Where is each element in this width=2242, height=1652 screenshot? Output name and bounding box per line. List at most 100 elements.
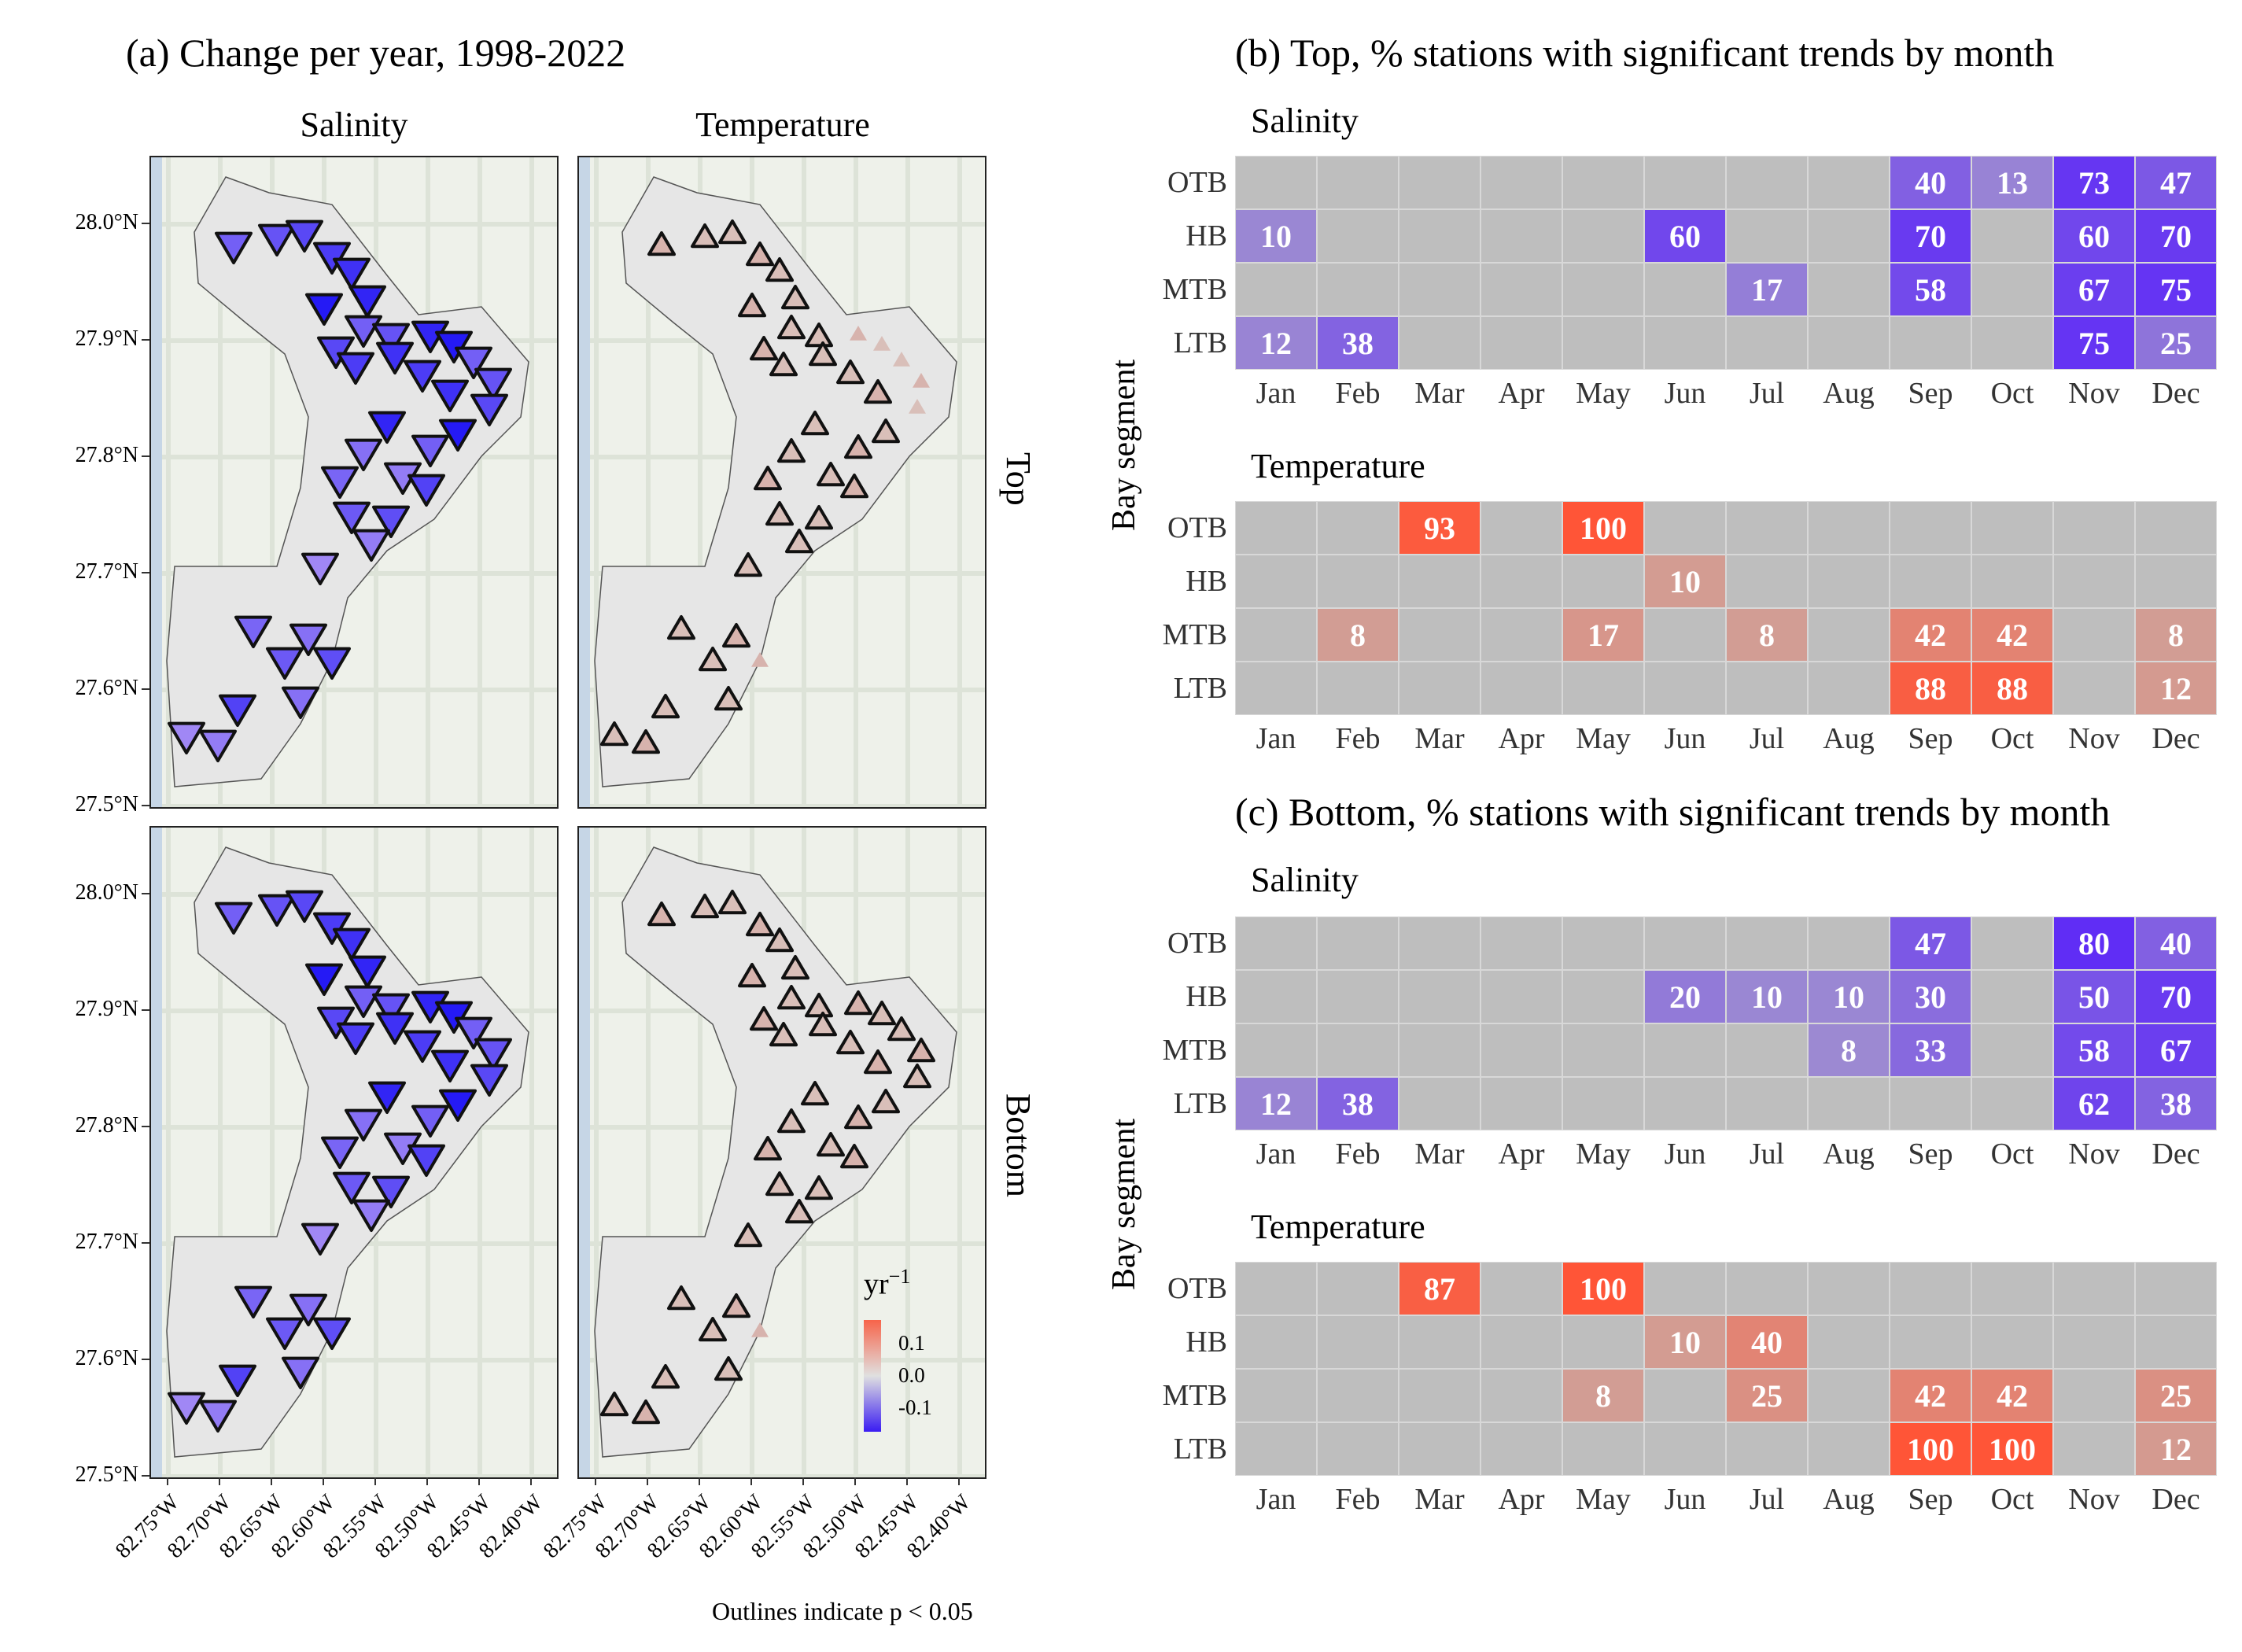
segment-label: HB [1186, 980, 1227, 1013]
month-label: Sep [1908, 377, 1953, 410]
latitude-tick-label: 28.0°N [75, 880, 138, 905]
heatmap-cell: 38 [1317, 1077, 1399, 1130]
station-marker-temperature-increase [738, 963, 766, 988]
map-bottom-temperature [577, 826, 986, 1479]
heatmap-cell: 47 [1890, 916, 1971, 970]
heatmap-cell-value: 25 [2160, 1377, 2192, 1414]
month-label: Aug [1823, 1483, 1875, 1516]
heatmap-cell-empty [1644, 1422, 1726, 1476]
segment-label: LTB [1173, 672, 1227, 705]
heatmap-cell: 25 [1726, 1369, 1808, 1422]
station-marker-temperature-increase [600, 721, 629, 747]
station-marker-temperature-increase [801, 1081, 829, 1106]
heatmap-cell-empty [1481, 970, 1562, 1023]
heatmap-cell-empty [1481, 263, 1562, 316]
heatmap-cell-empty [1890, 501, 1971, 555]
heatmap-cell-value: 10 [1751, 979, 1783, 1015]
month-label: Jul [1749, 722, 1785, 755]
heatmap-cell-empty [1317, 209, 1399, 263]
station-marker-salinity-decrease [266, 1317, 304, 1350]
station-marker-temperature-increase [785, 529, 813, 554]
heatmap-cell-empty [1317, 263, 1399, 316]
heatmap-cell-value: 70 [2160, 979, 2192, 1015]
segment-label: LTB [1173, 326, 1227, 360]
station-marker-temperature-increase [769, 1022, 798, 1047]
station-marker-temperature-increase [864, 379, 892, 404]
station-marker-temperature-increase [777, 985, 806, 1010]
heatmap-cell-empty [2053, 501, 2135, 555]
segment-label: MTB [1162, 1379, 1227, 1412]
heatmap-cell-value: 93 [1424, 510, 1455, 546]
heatmap-cell-value: 100 [1580, 510, 1627, 546]
heatmap-cell-empty [1971, 555, 2053, 608]
heatmap-cell-empty [1235, 501, 1317, 555]
heatmap-cell-empty [1317, 916, 1399, 970]
station-marker-temperature-increase [805, 993, 833, 1018]
latitude-tick-label: 27.9°N [75, 326, 138, 351]
station-marker-salinity-decrease [439, 1089, 477, 1122]
heatmap-cell-empty [1644, 916, 1726, 970]
heatmap-cell-value: 25 [2160, 325, 2192, 361]
station-marker-salinity-decrease [289, 623, 327, 656]
heatmap-cell-empty [1726, 1262, 1808, 1315]
station-marker-salinity-decrease [372, 1175, 410, 1208]
heatmap-cell-empty [2053, 608, 2135, 662]
segment-label: HB [1186, 565, 1227, 598]
station-marker-temperature-increase [817, 1132, 845, 1157]
heatmap-cell-value: 12 [1260, 1086, 1292, 1122]
longitude-tick-mark [271, 1477, 272, 1485]
heatmap-cell-empty [1808, 501, 1890, 555]
heatmap-cell-value: 88 [1997, 670, 2028, 706]
month-label: May [1576, 1138, 1631, 1171]
heatmap-cell: 8 [1808, 1023, 1890, 1077]
station-marker-temperature-increase [632, 729, 660, 754]
station-marker-salinity-decrease [470, 393, 508, 426]
station-marker-salinity-decrease [372, 505, 410, 538]
station-marker-temperature-increase [868, 1001, 896, 1026]
heatmap-cell-empty [1481, 156, 1562, 209]
station-marker-temperature-increase [718, 219, 747, 245]
heatmap-cell-empty [2053, 1422, 2135, 1476]
heatmap-cell-empty [1317, 1422, 1399, 1476]
heatmap-cell-empty [1971, 1315, 2053, 1369]
heatmap-cell-empty [1235, 555, 1317, 608]
heatmap-cell: 25 [2135, 316, 2217, 370]
longitude-tick-mark [647, 1477, 648, 1485]
heatmap-subtitle: Salinity [1251, 101, 1359, 140]
month-label: Sep [1908, 722, 1953, 755]
map-top-temperature [577, 156, 986, 809]
heatmap-cell-empty [1808, 156, 1890, 209]
heatmap-cell: 73 [2053, 156, 2135, 209]
latitude-tick-mark [142, 688, 149, 690]
station-marker-temperature-increase [765, 927, 794, 953]
month-label: Nov [2068, 377, 2120, 410]
map-bottom-temperature-canvas [579, 828, 985, 1477]
heatmap-cell: 75 [2053, 316, 2135, 370]
station-marker-temperature-increase [751, 652, 769, 667]
station-marker-temperature-increase [699, 1317, 727, 1342]
heatmap-cell-empty [1399, 316, 1481, 370]
heatmap-cell-value: 58 [2078, 1032, 2110, 1068]
heatmap-cell-value: 10 [1260, 218, 1292, 254]
station-marker-salinity-decrease [337, 1022, 374, 1055]
station-marker-temperature-increase [836, 360, 865, 385]
heatmap-cell-empty [1481, 608, 1562, 662]
station-marker-salinity-decrease [313, 647, 351, 680]
heatmap-cell-empty [2135, 555, 2217, 608]
month-label: Apr [1498, 377, 1545, 410]
month-label: Jan [1256, 722, 1296, 755]
heatmap-cell: 42 [1971, 608, 2053, 662]
heatmap-cell-empty [1562, 555, 1644, 608]
station-marker-salinity-decrease [234, 615, 272, 648]
heatmap-cell: 100 [1890, 1422, 1971, 1476]
heatmap-cell-value: 10 [1833, 979, 1864, 1015]
month-label: Dec [2152, 722, 2200, 755]
heatmap-c-ylabel: Bay segment [1106, 1118, 1142, 1290]
heatmap-cell-value: 100 [1989, 1431, 2036, 1467]
heatmap-cell-empty [1644, 1023, 1726, 1077]
heatmap-cell-empty [1808, 1262, 1890, 1315]
station-marker-salinity-decrease [333, 927, 371, 961]
heatmap-cell-empty [1235, 608, 1317, 662]
heatmap-cell: 38 [2135, 1077, 2217, 1130]
heatmap-cell-empty [1644, 662, 1726, 715]
